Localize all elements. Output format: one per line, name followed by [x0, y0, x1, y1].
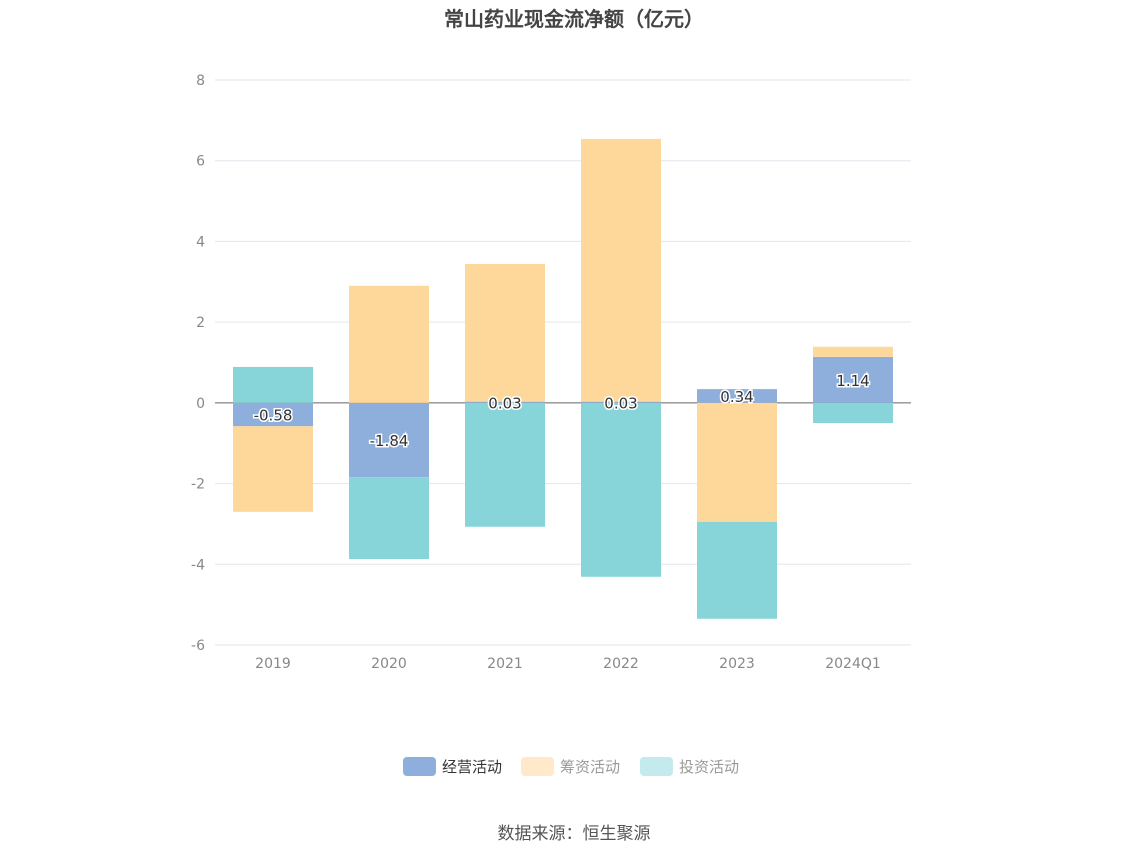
y-tick-label: 6 — [196, 154, 205, 170]
bar-投资活动-2023[interactable] — [697, 521, 777, 619]
y-tick-label: 4 — [196, 234, 205, 250]
bar-筹资活动-2024Q1[interactable] — [813, 346, 893, 357]
bar-经营活动-2021[interactable] — [465, 401, 545, 403]
x-tick-label: 2022 — [603, 656, 639, 672]
bar-投资活动-2021[interactable] — [465, 402, 545, 527]
data-label: 0.03 — [604, 394, 637, 412]
data-label: -1.84 — [370, 432, 409, 450]
y-tick-label: 0 — [196, 396, 205, 412]
y-tick-label: -2 — [191, 477, 205, 493]
legend-item[interactable]: 筹资活动 — [521, 757, 620, 776]
data-label: -0.58 — [254, 407, 293, 425]
legend-swatch — [640, 757, 673, 776]
legend-label: 投资活动 — [679, 758, 739, 776]
bar-经营活动-2019[interactable] — [233, 402, 313, 427]
legend-label: 筹资活动 — [560, 758, 620, 776]
chart-title: 常山药业现金流净额（亿元） — [444, 7, 704, 31]
bar-筹资活动-2019[interactable] — [233, 426, 313, 512]
y-tick-label: 8 — [196, 73, 205, 89]
x-tick-label: 2019 — [255, 656, 291, 672]
bar-筹资活动-2021[interactable] — [465, 264, 545, 402]
bar-筹资活动-2022[interactable] — [581, 138, 661, 402]
bar-经营活动-2024Q1[interactable] — [813, 356, 893, 403]
x-tick-label: 2024Q1 — [825, 656, 881, 672]
data-label: 1.14 — [836, 372, 869, 390]
bar-经营活动-2022[interactable] — [581, 401, 661, 403]
legend-swatch — [521, 757, 554, 776]
bar-筹资活动-2023[interactable] — [697, 402, 777, 522]
bar-投资活动-2020[interactable] — [349, 477, 429, 560]
legend-swatch — [403, 757, 436, 776]
bar-筹资活动-2020[interactable] — [349, 285, 429, 403]
bar-投资活动-2019[interactable] — [233, 366, 313, 403]
legend-label: 经营活动 — [442, 758, 502, 776]
data-label: 0.34 — [720, 388, 753, 406]
x-tick-label: 2023 — [719, 656, 755, 672]
y-tick-label: -4 — [191, 557, 205, 573]
bar-投资活动-2024Q1[interactable] — [813, 402, 893, 424]
x-tick-label: 2021 — [487, 656, 523, 672]
bar-投资活动-2022[interactable] — [581, 402, 661, 577]
y-tick-label: 2 — [196, 315, 205, 331]
bar-经营活动-2023[interactable] — [697, 389, 777, 403]
bar-经营活动-2020[interactable] — [349, 402, 429, 478]
data-label: 0.03 — [488, 394, 521, 412]
source-note: 数据来源：恒生聚源 — [498, 824, 651, 844]
y-tick-label: -6 — [191, 638, 205, 654]
legend-item[interactable]: 投资活动 — [640, 757, 739, 776]
legend-item[interactable]: 经营活动 — [403, 757, 502, 776]
x-tick-label: 2020 — [371, 656, 407, 672]
